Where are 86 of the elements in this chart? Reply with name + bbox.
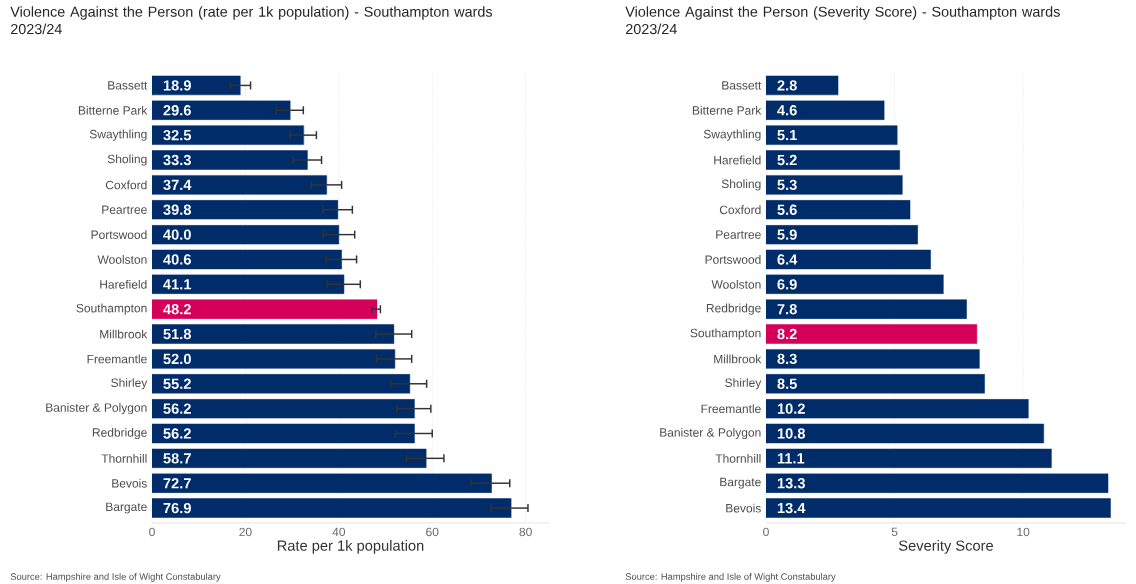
data-label: 52.0 bbox=[163, 353, 191, 365]
y-tick-label: Swaythling bbox=[703, 129, 761, 141]
x-tick-label: 40 bbox=[332, 527, 346, 537]
chart-title: Violence Against the Person (Severity Score) - Southampton wards 2023/24 bbox=[625, 6, 1060, 35]
data-label: 58.7 bbox=[163, 453, 191, 464]
y-tick-label: Woolston bbox=[711, 279, 761, 289]
data-label: 56.2 bbox=[163, 428, 191, 439]
data-label: 39.8 bbox=[163, 204, 192, 215]
y-tick-label: Redbridge bbox=[92, 427, 147, 440]
data-label: 18.9 bbox=[163, 80, 191, 91]
y-tick-label: Portswood bbox=[705, 255, 761, 264]
y-tick-label: Thornhill bbox=[101, 453, 147, 463]
data-label: 33.3 bbox=[163, 154, 191, 166]
data-label: 11.1 bbox=[777, 453, 805, 464]
data-label: 76.9 bbox=[163, 502, 191, 514]
data-label: 6.9 bbox=[777, 279, 797, 290]
y-tick-label: Banister & Polygon bbox=[46, 403, 147, 415]
y-tick-label: Harefield bbox=[714, 155, 761, 165]
x-tick-label: 60 bbox=[426, 527, 439, 537]
data-label: 8.5 bbox=[777, 378, 797, 389]
x-axis-title: Severity Score bbox=[898, 540, 994, 554]
x-tick-label: 0 bbox=[149, 527, 155, 537]
data-label: 10.8 bbox=[777, 428, 806, 439]
data-label: 72.7 bbox=[163, 478, 191, 489]
data-label: 4.6 bbox=[777, 105, 797, 116]
y-tick-label: Southampton bbox=[690, 328, 761, 340]
data-label: 8.2 bbox=[777, 328, 797, 340]
y-tick-label: Freemantle bbox=[87, 354, 147, 364]
y-tick-label: Bargate bbox=[720, 477, 761, 489]
data-label: 40.0 bbox=[163, 229, 191, 240]
x-tick-label: 0 bbox=[763, 527, 769, 537]
y-tick-label: Peartree bbox=[102, 205, 147, 214]
y-tick-label: Shirley bbox=[725, 378, 762, 390]
x-tick-label: 5 bbox=[891, 527, 898, 537]
y-tick-label: Shirley bbox=[111, 378, 148, 390]
data-label: 5.1 bbox=[777, 130, 797, 141]
y-tick-label: Bevois bbox=[112, 478, 147, 488]
x-tick-label: 10 bbox=[1017, 527, 1030, 537]
source-note: Source: Hampshire and Isle of Wight Constabulary bbox=[10, 573, 221, 582]
data-label: 55.2 bbox=[163, 378, 191, 389]
y-tick-label: Southampton bbox=[76, 303, 147, 315]
data-label: 48.2 bbox=[163, 304, 191, 315]
y-tick-label: Bassett bbox=[722, 81, 762, 90]
data-label: 5.9 bbox=[777, 229, 797, 240]
y-tick-label: Banister & Polygon bbox=[660, 427, 761, 440]
y-tick-label: Millbrook bbox=[714, 354, 762, 364]
data-label: 5.2 bbox=[777, 154, 797, 166]
x-tick-label: 80 bbox=[519, 527, 532, 537]
y-tick-label: Swaythling bbox=[89, 129, 147, 141]
data-label: 13.3 bbox=[777, 478, 805, 489]
y-tick-label: Bargate bbox=[106, 502, 147, 514]
y-tick-label: Harefield bbox=[100, 279, 147, 289]
source-note: Source: Hampshire and Isle of Wight Constabulary bbox=[625, 573, 836, 582]
y-tick-label: Bitterne Park bbox=[692, 105, 762, 115]
y-tick-label: Millbrook bbox=[100, 329, 148, 339]
y-tick-label: Sholing bbox=[107, 154, 147, 166]
data-label: 10.2 bbox=[777, 403, 805, 414]
y-tick-label: Coxford bbox=[105, 180, 147, 190]
data-label: 13.4 bbox=[777, 502, 806, 514]
data-label: 5.6 bbox=[777, 204, 797, 215]
data-label: 56.2 bbox=[163, 403, 191, 414]
x-tick-label: 20 bbox=[239, 527, 252, 537]
y-tick-label: Bevois bbox=[726, 503, 761, 513]
y-tick-label: Peartree bbox=[716, 230, 761, 239]
data-label: 2.8 bbox=[777, 80, 797, 91]
data-label: 29.6 bbox=[163, 105, 191, 116]
y-tick-label: Thornhill bbox=[715, 453, 761, 463]
chart-title: Violence Against the Person (rate per 1k population) - Southampton wards 2023/24 bbox=[10, 6, 493, 35]
y-tick-label: Freemantle bbox=[701, 404, 761, 414]
data-label: 37.4 bbox=[163, 179, 192, 191]
data-label: 8.3 bbox=[777, 353, 797, 365]
y-tick-label: Portswood bbox=[91, 230, 147, 240]
y-tick-label: Sholing bbox=[721, 179, 761, 191]
data-label: 51.8 bbox=[163, 328, 192, 340]
data-label: 6.4 bbox=[777, 254, 798, 265]
y-tick-label: Bitterne Park bbox=[78, 105, 148, 115]
data-label: 5.3 bbox=[777, 179, 797, 191]
data-label: 7.8 bbox=[777, 304, 797, 315]
y-tick-label: Coxford bbox=[719, 205, 761, 215]
y-tick-label: Redbridge bbox=[706, 303, 761, 315]
data-label: 40.6 bbox=[163, 254, 191, 265]
y-tick-label: Bassett bbox=[108, 81, 148, 90]
data-label: 32.5 bbox=[163, 129, 192, 141]
y-tick-label: Woolston bbox=[97, 255, 147, 264]
x-axis-title: Rate per 1k population bbox=[277, 540, 424, 554]
data-label: 41.1 bbox=[163, 279, 192, 290]
